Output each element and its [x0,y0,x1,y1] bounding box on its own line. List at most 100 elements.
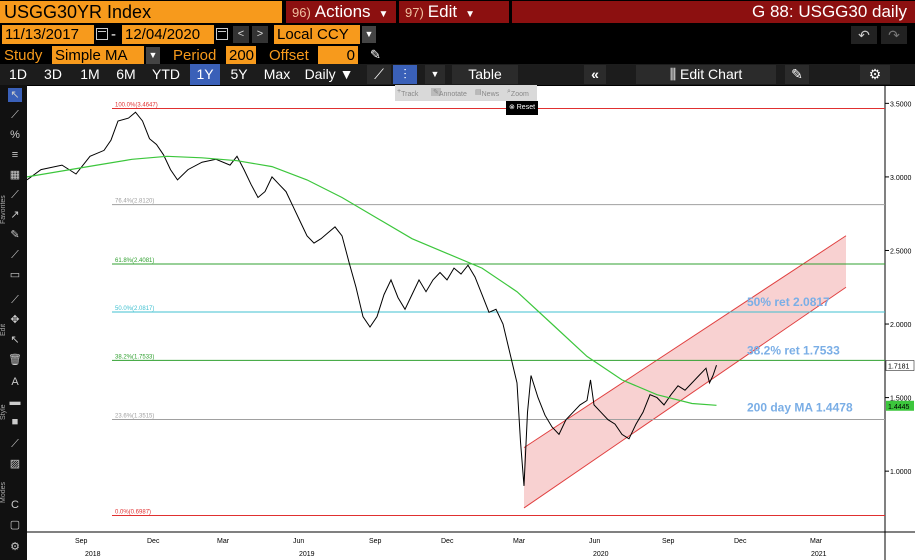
chevron-down-icon[interactable]: ▼ [146,47,160,64]
line-chart-icon[interactable]: ⟋ [367,65,391,84]
range-5y[interactable]: 5Y [230,66,248,82]
brush-icon[interactable]: ⟋ [11,249,19,261]
brush-style-icon[interactable]: ⟋ [11,438,19,450]
channel-upper-line [523,235,847,449]
range-1y[interactable]: 1Y [190,64,220,85]
move-icon[interactable]: ✥ [10,314,20,326]
line-tool-icon[interactable]: ⟋ [11,294,19,306]
annotate-mode[interactable]: ✎ Annotate [431,88,467,98]
color-icon[interactable]: ■ [11,416,19,428]
fib-level-label: 38.2%(1.7533) [115,354,154,360]
currency-select[interactable]: Local CCY [274,25,360,44]
zoom-mode[interactable]: ⌕ Zoom [507,88,529,98]
date-separator: - [111,26,116,43]
text-icon[interactable]: A [11,376,19,388]
pencil-icon[interactable]: ✎ [370,47,381,62]
candlestick-icon[interactable]: ⫶ [393,65,417,84]
x-year-label: 2020 [593,551,609,558]
fib-retracement-icon[interactable]: ≡ [11,149,19,161]
style-tab[interactable]: Style [0,404,7,420]
zoom-label: Zoom [510,91,529,98]
x-month-label: Mar [513,538,526,545]
redo-icon[interactable]: ↷ [881,26,907,44]
arrow-icon[interactable]: ↗ [10,209,20,221]
next-period-button[interactable]: > [252,26,268,43]
last-price-tag [885,360,915,371]
line-width-icon[interactable]: ▬ [9,396,21,408]
edit-chart-button[interactable]: ⫼ Edit Chart [636,65,776,84]
range-1m[interactable]: 1M [80,66,100,82]
last-price-label: 1.7181 [888,364,910,371]
cursor-icon[interactable]: ↖ [8,88,22,102]
edit-tab[interactable]: Edit [0,323,7,337]
y-tick-label: 1.5000 [890,396,912,403]
study-select[interactable]: Simple MA [52,46,144,65]
y-tick-label: 2.5000 [890,248,912,255]
offset-input[interactable]: 0 [318,46,358,65]
favorites-tab[interactable]: Favorites [0,195,7,225]
track-mode[interactable]: + Track [397,88,419,98]
chevron-down-icon: ▼ [339,66,354,82]
range-6m[interactable]: 6M [116,66,136,82]
range-3d[interactable]: 3D [44,66,62,82]
table-button[interactable]: Table [452,65,518,84]
chevron-down-icon[interactable]: ▼ [362,26,376,43]
chart-title: G 88: USGG30 daily [512,1,915,23]
edit-note-icon[interactable]: ✎ [785,65,809,84]
study-label: Study [4,47,43,64]
undo-icon[interactable]: ↶ [851,26,877,44]
actions-menu[interactable]: 96) Actions ▼ [286,1,396,23]
channel-icon[interactable]: ▦ [9,169,21,181]
edit-chart-label: Edit Chart [680,66,743,82]
range-ytd[interactable]: YTD [152,66,180,82]
gear-icon[interactable]: ⚙ [860,65,890,84]
x-month-label: Sep [75,538,88,545]
hatch-icon[interactable]: ▨ [9,458,21,470]
percent-icon[interactable]: % [10,129,20,141]
x-month-label: Sep [662,538,675,545]
edit-menu[interactable]: 97) Edit ▼ [399,1,509,23]
x-month-label: Dec [147,538,160,545]
annotate-label: Annotate [438,91,467,98]
mode-box-icon[interactable]: ▢ [9,519,21,531]
x-month-label: Jun [589,538,600,545]
prev-period-button[interactable]: < [233,26,249,43]
calendar-icon[interactable] [96,28,108,40]
range-max[interactable]: Max [263,66,291,82]
moving-average-line [26,155,717,406]
reset-button[interactable]: ⊗ Reset [506,101,538,115]
y-tick-label: 2.0000 [890,322,912,329]
calendar-icon[interactable] [216,28,228,40]
modes-tab[interactable]: Modes [0,481,7,503]
price-chart[interactable]: 3.5000 3.0000 2.5000 2.0000 1.5000 1.0000 100.… [26,86,915,560]
date-bar: 11/13/2017 - 12/04/2020 < > Local CCY ▼ [0,24,915,45]
x-month-label: Mar [217,538,230,545]
pointer-icon[interactable]: ↖ [10,334,20,346]
drawing-sidebar: ↖ ⟋ % ≡ ▦ ⟋ ↗ ✎ ⟋ ▭ ⟋ ✥ ↖ 🗑 A ▬ ■ ⟋ ▨ C … [0,85,27,560]
start-date-field[interactable]: 11/13/2017 [2,25,94,44]
offset-label: Offset [269,47,309,64]
chart-panel[interactable]: 3.5000 3.0000 2.5000 2.0000 1.5000 1.0000 100.… [26,86,915,560]
collapse-icon[interactable]: « [584,65,606,84]
chart-annotation: 38.2% ret 1.7533 [747,343,840,357]
y-tick-label: 1.0000 [890,469,912,476]
mode-c-icon[interactable]: C [11,499,19,511]
trash-icon[interactable]: 🗑 [8,354,22,366]
study-bar: Study Simple MA ▼ Period 200 Offset 0 ✎ [0,45,915,66]
ticker-field[interactable]: USGG30YR Index [0,1,282,23]
trendline-icon[interactable]: ⟋ [11,109,19,121]
settings-icon[interactable]: ⚙ [10,541,20,553]
period-input[interactable]: 200 [226,46,256,65]
range-1d[interactable]: 1D [9,66,27,82]
x-month-label: Jun [293,538,304,545]
ray-icon[interactable]: ⟋ [11,189,19,201]
end-date-field[interactable]: 12/04/2020 [122,25,214,44]
ruler-icon[interactable]: ▭ [9,269,21,281]
channel-lower-line [523,286,847,509]
x-year-label: 2021 [811,551,827,558]
x-month-label: Mar [810,538,823,545]
frequency-select[interactable]: Daily ▼ [300,64,358,85]
pen-icon[interactable]: ✎ [10,229,20,241]
chevron-down-icon[interactable]: ▼ [425,65,445,84]
news-mode[interactable]: ▤ News [475,89,500,98]
